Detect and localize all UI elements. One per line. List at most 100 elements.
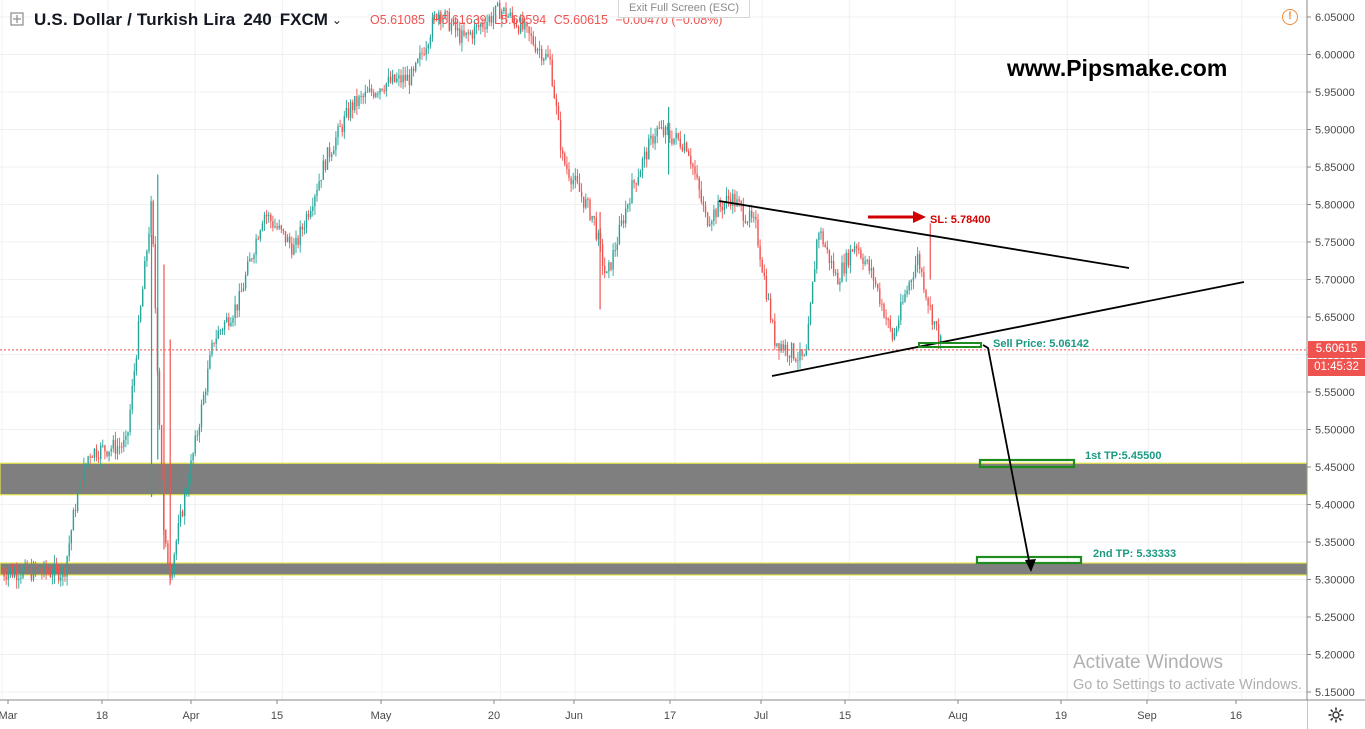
candle-body: [664, 126, 667, 136]
candle-body: [423, 53, 425, 55]
candle-body: [114, 439, 117, 454]
candle-body: [293, 244, 295, 255]
candle-body: [820, 231, 822, 234]
candle-body: [492, 15, 495, 23]
candle-body: [824, 244, 826, 248]
chevron-down-icon[interactable]: ⌄: [331, 13, 342, 27]
candle-body: [906, 290, 908, 294]
candle-body: [251, 258, 253, 260]
candle-body: [593, 215, 595, 218]
candle-body: [396, 78, 398, 82]
candle-body: [698, 177, 700, 190]
candle-body: [725, 196, 728, 204]
alert-icon[interactable]: !: [1282, 9, 1298, 25]
candle-body: [53, 563, 56, 577]
candle-body: [933, 321, 936, 325]
candle-body: [314, 195, 316, 207]
candle-body: [694, 166, 696, 174]
candle-body: [765, 276, 768, 300]
candle-body: [91, 456, 93, 458]
candle-body: [305, 214, 308, 228]
candle-body: [26, 563, 28, 572]
time-axis-bg: [0, 700, 1307, 729]
price-tick-label: 5.45000: [1315, 462, 1355, 474]
candle-body: [440, 12, 442, 22]
time-tick-label: 15: [839, 710, 851, 722]
candle-body: [847, 252, 849, 266]
candle-body: [597, 232, 600, 240]
candle-body: [110, 448, 112, 452]
candle-body: [925, 290, 927, 298]
candle-body: [249, 258, 251, 262]
support-zone: [0, 462, 1308, 496]
candle-body: [851, 249, 854, 252]
candle-body: [929, 305, 931, 307]
candle-body: [677, 133, 679, 139]
candle-body: [72, 510, 75, 531]
candle-body: [648, 138, 650, 160]
sl-arrow-head: [913, 211, 926, 223]
candle-body: [13, 570, 16, 577]
candle-body: [807, 323, 810, 351]
candle-body: [559, 119, 562, 151]
expand-icon[interactable]: [10, 12, 24, 26]
candle-body: [532, 35, 534, 45]
candle-body: [870, 268, 873, 271]
candle-body: [62, 567, 64, 578]
candle-body: [200, 404, 203, 428]
candle-body: [16, 570, 18, 581]
candle-body: [299, 226, 301, 245]
time-tick-label: Sep: [1137, 710, 1157, 722]
candle-body: [106, 451, 108, 456]
candle-body: [717, 200, 719, 218]
gear-icon[interactable]: [1327, 706, 1345, 724]
candle-body: [904, 293, 906, 302]
candle-body: [921, 269, 923, 273]
candle-body: [272, 221, 274, 228]
candle-body: [673, 138, 675, 144]
price-tick-label: 5.65000: [1315, 312, 1355, 324]
symbol-legend[interactable]: U.S. Dollar / Turkish Lira 240 FXCM ⌄: [34, 9, 342, 31]
candle-body: [654, 136, 656, 144]
candle-body: [37, 569, 39, 571]
symbol-name: U.S. Dollar / Turkish Lira: [34, 10, 236, 29]
candle-body: [142, 288, 144, 307]
candle-body: [196, 435, 198, 437]
candle-body: [375, 93, 377, 97]
price-tick-label: 6.05000: [1315, 12, 1355, 24]
price-tick-label: 5.15000: [1315, 687, 1355, 699]
candle-body: [937, 324, 940, 344]
candle-body: [436, 14, 438, 21]
candle-body: [284, 231, 287, 243]
candle-body: [662, 127, 665, 136]
candle-body: [398, 75, 400, 79]
candle-body: [228, 317, 230, 326]
candle-body: [289, 236, 291, 244]
time-tick-label: Apr: [182, 710, 199, 722]
candle-body: [265, 214, 268, 217]
candle-body: [121, 446, 123, 448]
candle-body: [866, 259, 868, 262]
candle-body: [580, 191, 583, 197]
candle-body: [862, 257, 864, 264]
candle-body: [570, 178, 572, 185]
candle-body: [923, 272, 925, 291]
candle-body: [3, 572, 5, 577]
candle-body: [211, 342, 213, 355]
candle-body: [761, 259, 763, 273]
candle-body: [864, 261, 866, 264]
candle-body: [97, 457, 100, 459]
candle-body: [759, 245, 761, 260]
candle-body: [425, 48, 427, 55]
candle-body: [135, 358, 138, 372]
exit-fullscreen-button[interactable]: Exit Full Screen (ESC): [618, 0, 750, 18]
candle-body: [822, 231, 824, 245]
candle-body: [742, 204, 744, 221]
candle-body: [841, 262, 843, 282]
price-tick-label: 5.85000: [1315, 162, 1355, 174]
candle-body: [499, 3, 501, 19]
candle-body: [47, 572, 49, 574]
candle-body: [505, 7, 507, 18]
candle-body: [286, 236, 289, 243]
